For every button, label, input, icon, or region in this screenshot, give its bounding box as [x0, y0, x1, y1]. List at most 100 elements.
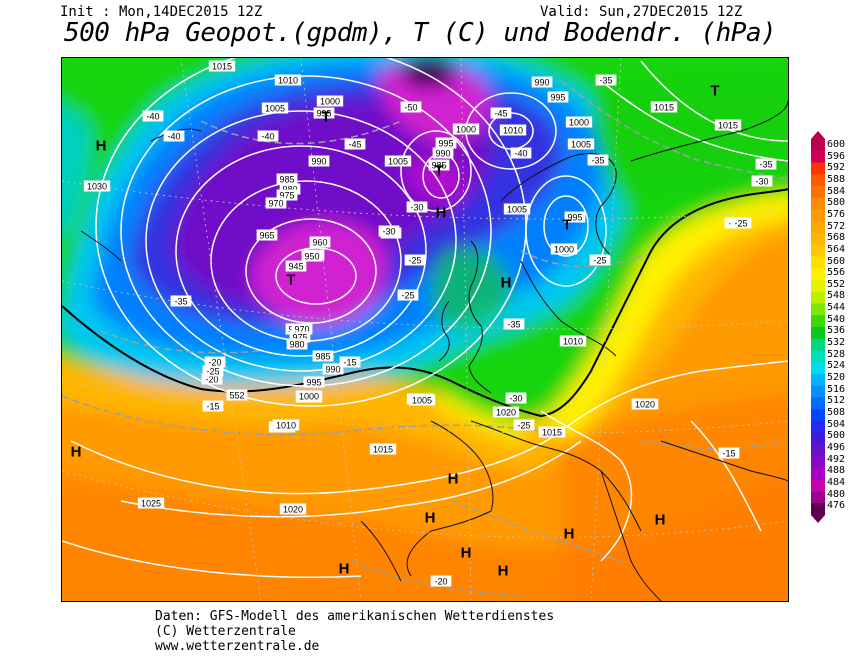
- scale-swatch: [811, 233, 825, 245]
- high-pressure-center: H: [71, 444, 82, 461]
- high-pressure-center: H: [339, 561, 350, 578]
- scale-swatch: [811, 327, 825, 339]
- scale-swatch: [811, 256, 825, 269]
- temperature-label: -15: [343, 358, 356, 368]
- scale-swatch: [811, 291, 825, 304]
- high-pressure-center: H: [655, 512, 666, 529]
- pressure-label: 1015: [373, 445, 393, 455]
- temperature-label: -35: [507, 320, 520, 330]
- scale-swatch: [811, 209, 825, 222]
- scale-label: 476: [827, 500, 846, 512]
- scale-label: 516: [827, 383, 846, 395]
- pressure-label-box: [261, 102, 289, 114]
- pressure-label-box: [265, 197, 287, 209]
- pressure-label-box: [567, 138, 595, 150]
- scale-label: 528: [827, 348, 846, 360]
- temperature-label-box: [339, 356, 361, 368]
- pressure-label: 1005: [507, 205, 527, 215]
- pressure-label-box: [208, 60, 236, 72]
- scale-label: 524: [827, 360, 846, 372]
- pressure-label-box: [279, 503, 307, 515]
- temperature-label-box: [142, 110, 164, 122]
- scale-label: 600: [827, 139, 846, 150]
- temperature-label-box: [510, 147, 532, 159]
- temperature-label-box: [430, 575, 452, 587]
- pressure-label-box: [538, 426, 566, 438]
- temperature-label: -30: [410, 203, 423, 213]
- temperature-label-box: [400, 101, 422, 113]
- pressure-label-box: [384, 155, 412, 167]
- scale-label: 520: [827, 372, 846, 383]
- high-pressure-center: H: [498, 563, 509, 580]
- scale-label: 596: [827, 150, 846, 162]
- weather-map: 1015101010051000995990985980975970965960…: [61, 57, 789, 602]
- pressure-label-box: [503, 203, 531, 215]
- scale-swatch: [811, 197, 825, 210]
- pressure-label-box: [492, 406, 520, 418]
- pressure-label-box: [137, 497, 165, 509]
- scale-swatch: [811, 186, 825, 198]
- pressure-label: 995: [567, 213, 582, 223]
- pressure-label: 995: [550, 93, 565, 103]
- scale-swatch: [811, 150, 825, 163]
- temperature-label: -25: [401, 291, 414, 301]
- pressure-label: 995: [306, 378, 321, 388]
- pressure-label: 1025: [141, 499, 161, 509]
- scale-label: 500: [827, 430, 846, 442]
- scale-swatch: [811, 174, 825, 187]
- scale-swatch: [811, 338, 825, 351]
- pressure-label-box: [276, 189, 298, 201]
- pressure-label-box: [286, 338, 308, 350]
- coastlines: [80, 100, 788, 601]
- pressure-label: 1000: [320, 97, 340, 107]
- scale-label: 544: [827, 302, 846, 314]
- scale-label: 496: [827, 441, 846, 453]
- scale-label: 588: [827, 173, 846, 185]
- temperature-label-box: [755, 158, 777, 170]
- temperature-label-box: [170, 295, 192, 307]
- scale-label: 584: [827, 185, 846, 197]
- pressure-label-box: [550, 243, 578, 255]
- temperature-label: -20: [205, 375, 218, 385]
- temperature-label: -25: [593, 256, 606, 266]
- footer-website[interactable]: www.wetterzentrale.de: [155, 639, 320, 654]
- scale-label: 488: [827, 465, 846, 477]
- lat-lon-grid: [62, 58, 788, 601]
- pressure-label-box: [369, 443, 397, 455]
- pressure-label-box: [564, 211, 586, 223]
- pressure-label-box: [565, 116, 593, 128]
- temperature-label: -20: [208, 358, 221, 368]
- temperature-label-box: [503, 318, 525, 330]
- weather-map-svg: 1015101010051000995990985980975970965960…: [62, 58, 788, 601]
- height-labels: 552: [226, 389, 248, 401]
- pressure-label: 1015: [542, 428, 562, 438]
- scale-swatch: [811, 444, 825, 457]
- pressure-label-box: [308, 155, 330, 167]
- scale-bottom-arrow: [811, 515, 825, 523]
- scale-swatch: [811, 421, 825, 433]
- temperature-label-box: [404, 254, 426, 266]
- low-pressure-center: T: [286, 272, 295, 289]
- scale-swatch: [811, 350, 825, 363]
- scale-label: 560: [827, 255, 846, 267]
- high-pressure-center: H: [564, 526, 575, 543]
- pressure-label: 1005: [412, 396, 432, 406]
- temperature-label-box: [204, 356, 226, 368]
- high-pressure-center: H: [448, 471, 459, 488]
- scale-swatch: [811, 468, 825, 480]
- pressure-label-box: [256, 229, 278, 241]
- temperature-label-box: [730, 217, 752, 229]
- scale-swatch: [811, 397, 825, 410]
- scale-label: 540: [827, 313, 846, 325]
- pressure-label-box: [289, 331, 311, 343]
- scale-swatch: [811, 280, 825, 292]
- pressure-label: 985: [315, 352, 330, 362]
- pressure-label-box: [303, 376, 325, 388]
- scale-label: 592: [827, 162, 846, 174]
- temperature-label: -45: [494, 109, 507, 119]
- temperature-label: -35: [599, 76, 612, 86]
- scale-swatch: [811, 315, 825, 328]
- pressure-label: 1015: [718, 121, 738, 131]
- pressure-label-box: [631, 398, 659, 410]
- scale-label: 580: [827, 197, 846, 209]
